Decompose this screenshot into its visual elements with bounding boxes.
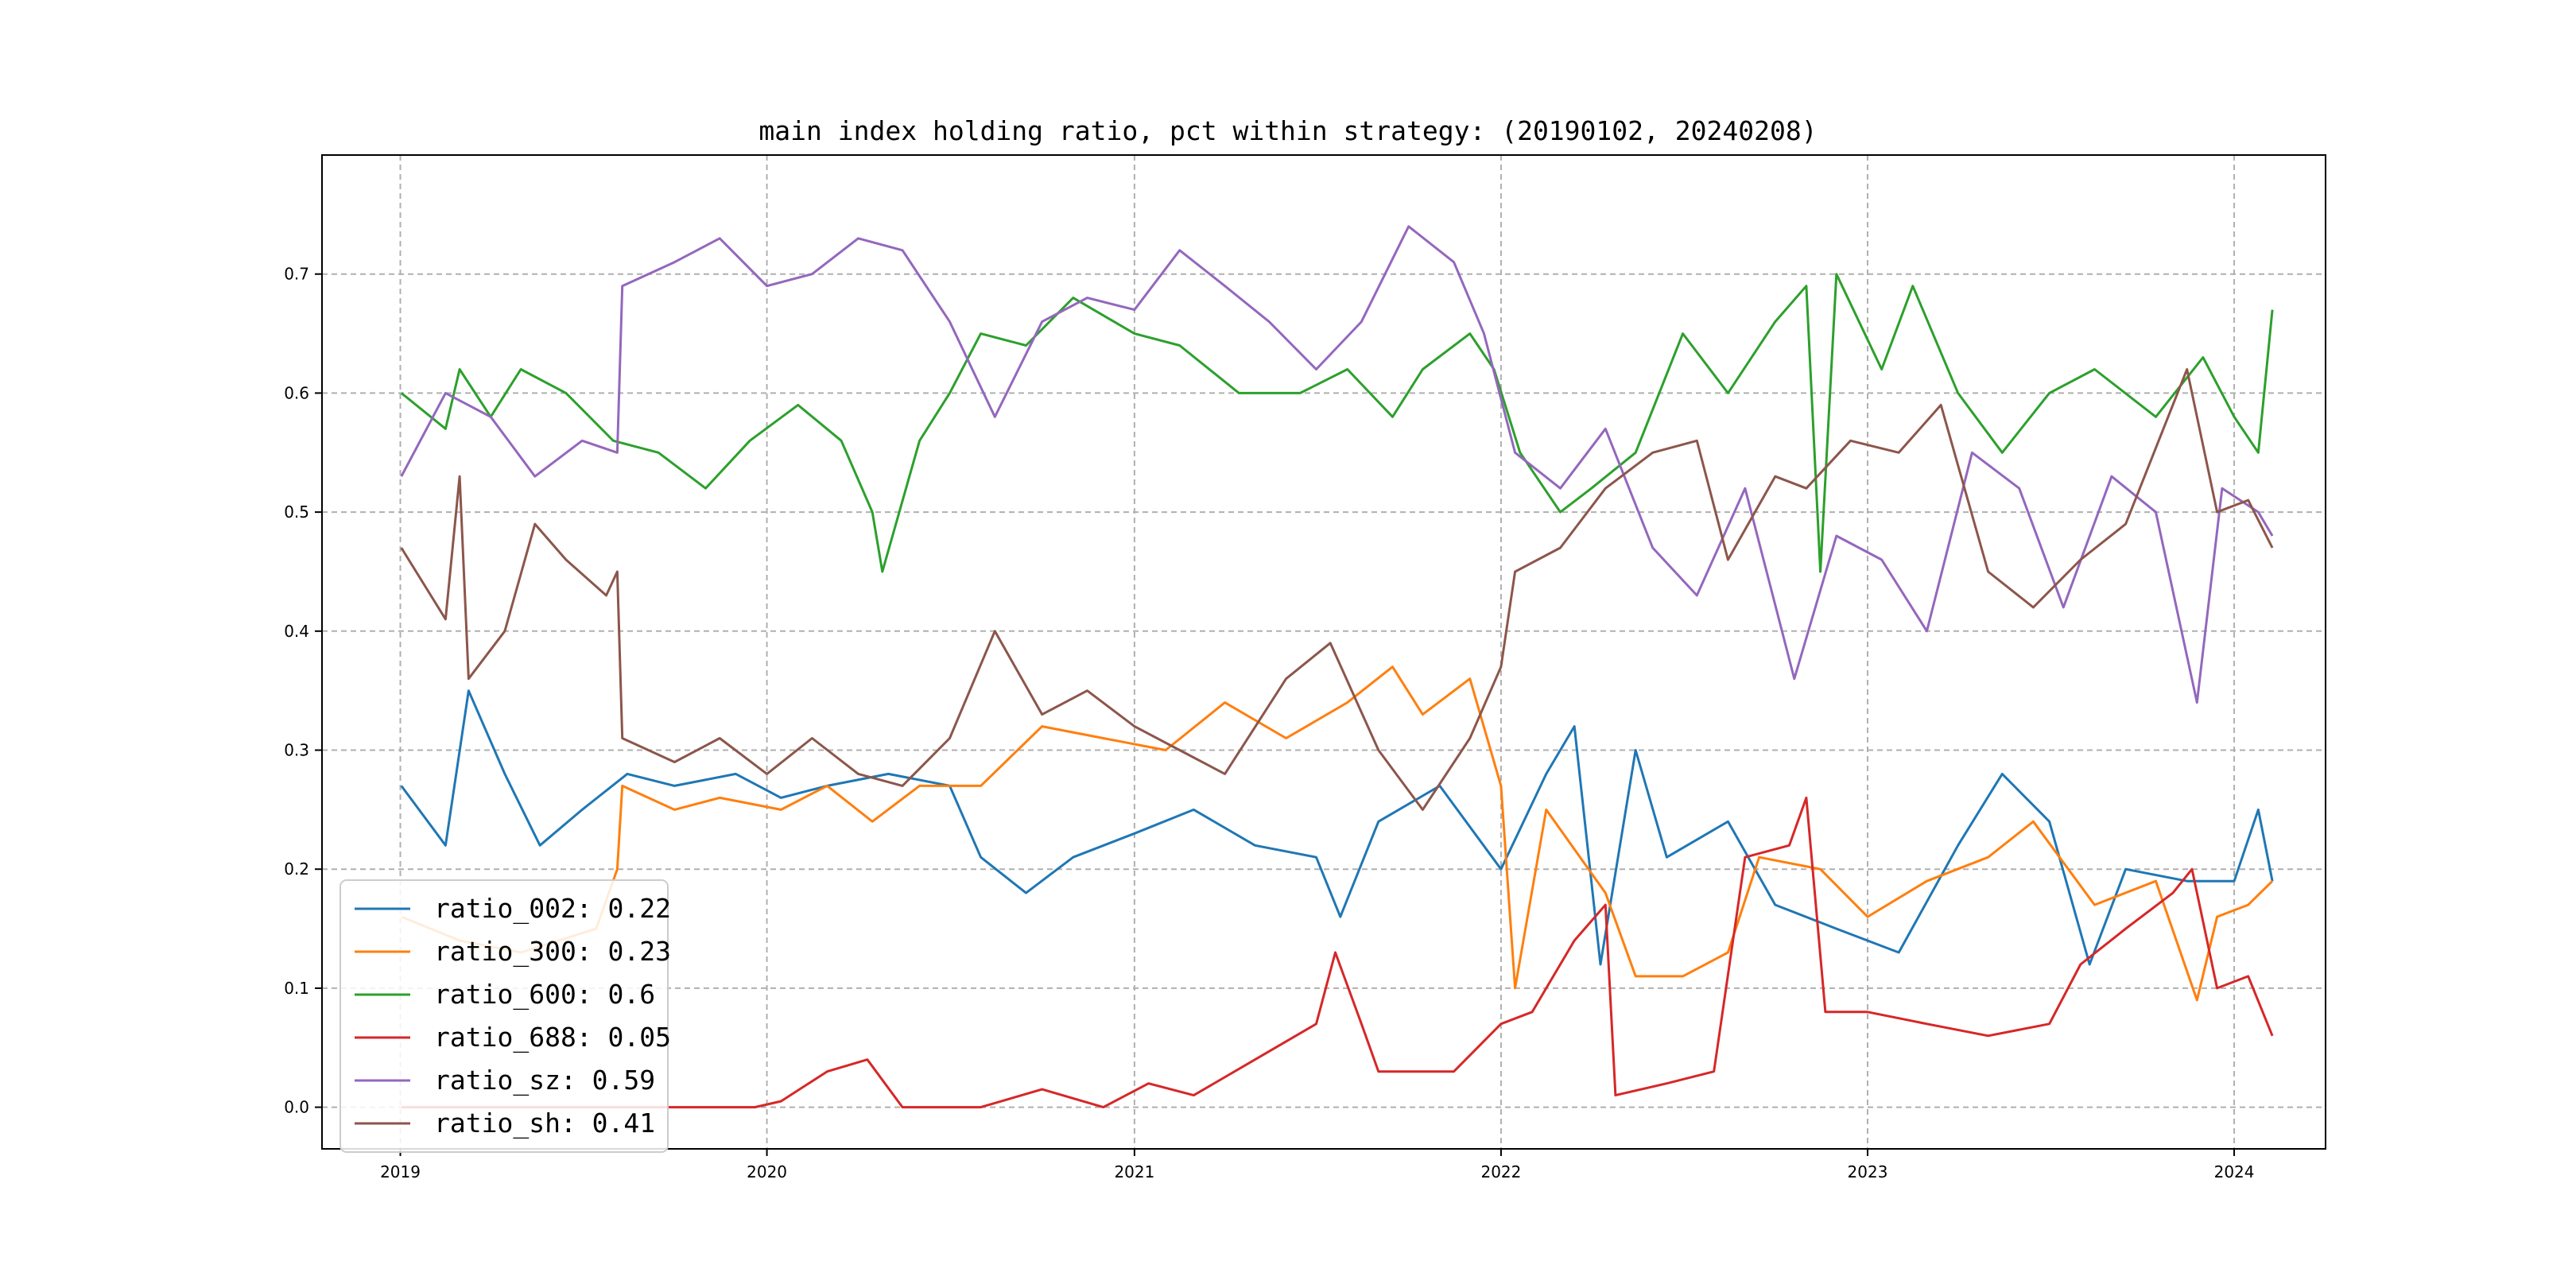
y-tick-label: 0.4 — [284, 622, 309, 641]
plot-area-frame — [321, 154, 2326, 1150]
x-tick-label: 2020 — [747, 1162, 787, 1181]
legend: ratio_002: 0.22 ratio_300: 0.23 ratio_600:… — [339, 879, 671, 1153]
series-line-ratio-002 — [400, 689, 2274, 966]
y-tick-label: 0.7 — [284, 265, 309, 284]
y-tick-label: 0.1 — [284, 979, 309, 998]
y-tick-label: 0.6 — [284, 383, 309, 402]
grid-lines — [322, 155, 2326, 1149]
legend-label: ratio_688: 0.05 — [434, 1022, 671, 1053]
x-tick-label: 2022 — [1480, 1162, 1521, 1181]
legend-box — [339, 879, 669, 1153]
legend-label: ratio_sz: 0.59 — [434, 1065, 655, 1096]
series-line-ratio-300 — [401, 665, 2274, 1002]
y-tick-label: 0.5 — [284, 502, 309, 522]
x-tick-label: 2023 — [1848, 1162, 1888, 1181]
chart-title: main index holding ratio, pct within str… — [758, 115, 1817, 146]
y-tick-label: 0.0 — [284, 1098, 309, 1117]
y-tick-label: 0.3 — [284, 741, 309, 760]
y-tick-label: 0.2 — [284, 859, 309, 879]
legend-label: ratio_600: 0.6 — [434, 979, 655, 1011]
series-line-ratio-sh — [400, 368, 2274, 811]
legend-label: ratio_002: 0.22 — [434, 893, 671, 925]
legend-label: ratio_300: 0.23 — [434, 936, 671, 968]
series-line-ratio-688 — [401, 796, 2274, 1109]
x-tick-label: 2021 — [1114, 1162, 1154, 1181]
legend-label: ratio_sh: 0.41 — [434, 1108, 655, 1139]
x-tick-label: 2024 — [2214, 1162, 2255, 1181]
series-line-ratio-sz — [400, 225, 2274, 704]
x-tick-label: 2019 — [380, 1162, 421, 1181]
y-axis: 0.0 0.1 0.2 0.3 0.4 0.5 0.6 0.7 — [284, 265, 322, 1117]
series-lines — [400, 225, 2274, 1109]
series-line-ratio-600 — [400, 273, 2274, 573]
